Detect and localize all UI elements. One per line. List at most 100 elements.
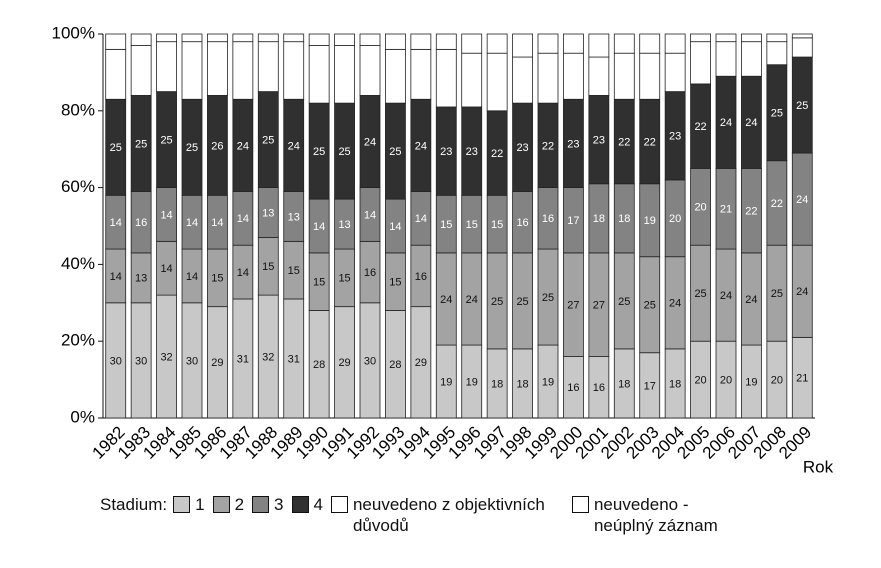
bar-segment — [207, 33, 228, 43]
bar-segment — [563, 52, 584, 100]
data-label: 30 — [364, 355, 376, 367]
data-label: 18 — [618, 378, 630, 390]
legend-item: 4 — [291, 494, 323, 515]
bar-segment — [359, 45, 381, 96]
bar-segment — [385, 33, 406, 50]
bar-segment — [181, 33, 203, 43]
data-label: 22 — [618, 136, 630, 148]
data-label: 14 — [364, 209, 376, 221]
data-label: 25 — [110, 142, 122, 154]
bar-segment — [105, 48, 127, 100]
data-label: 25 — [771, 108, 783, 120]
bar-segment — [512, 33, 533, 58]
data-label: 14 — [186, 271, 198, 283]
legend-label: 4 — [313, 495, 323, 514]
bar-segment — [512, 56, 533, 104]
data-label: 24 — [796, 194, 808, 206]
data-label: 29 — [211, 357, 223, 369]
data-label: 16 — [593, 382, 605, 394]
chart: 0%20%40%60%80%100%3014142519823013162519… — [52, 23, 834, 476]
data-label: 25 — [516, 296, 528, 308]
data-label: 14 — [110, 271, 122, 283]
bar-segment — [741, 41, 762, 77]
bar-segment — [308, 33, 330, 46]
data-label: 27 — [567, 300, 579, 312]
data-label: 32 — [262, 351, 274, 363]
bar-segment — [385, 48, 406, 104]
data-label: 21 — [796, 373, 808, 385]
data-label: 15 — [466, 219, 478, 231]
bar-segment — [639, 33, 661, 54]
data-label: 24 — [796, 286, 808, 298]
data-label: 24 — [237, 140, 249, 152]
legend-swatch — [330, 496, 348, 513]
data-label: 15 — [288, 265, 300, 277]
bar-segment — [588, 56, 610, 96]
data-label: 29 — [338, 357, 350, 369]
data-label: 21 — [720, 204, 732, 216]
bar-segment — [105, 33, 127, 50]
data-label: 13 — [262, 207, 274, 219]
data-label: 19 — [466, 376, 478, 388]
data-label: 19 — [440, 376, 452, 388]
data-label: 23 — [567, 138, 579, 150]
data-label: 31 — [288, 353, 300, 365]
bar-segment — [308, 45, 330, 104]
data-label: 13 — [338, 219, 350, 231]
data-label: 27 — [593, 300, 605, 312]
data-label: 18 — [618, 213, 630, 225]
legend-swatch — [173, 496, 191, 513]
bar-segment — [690, 41, 711, 85]
legend-swatch — [212, 496, 230, 513]
bar-segment — [156, 41, 177, 92]
y-tick-label: 80% — [61, 100, 95, 119]
data-label: 14 — [237, 267, 249, 279]
legend-label: 1 — [195, 495, 205, 514]
data-label: 14 — [160, 209, 172, 221]
y-tick-label: 0% — [70, 407, 95, 426]
data-label: 25 — [618, 296, 630, 308]
bar-segment — [715, 33, 737, 43]
y-tick-label: 20% — [61, 331, 95, 350]
bar-segment — [283, 41, 305, 100]
data-label: 31 — [237, 353, 249, 365]
y-tick-label: 40% — [61, 254, 95, 273]
data-label: 13 — [135, 273, 147, 285]
data-label: 25 — [771, 288, 783, 300]
data-label: 22 — [694, 121, 706, 133]
data-label: 29 — [415, 357, 427, 369]
data-label: 30 — [186, 355, 198, 367]
bar-segment — [410, 48, 432, 100]
data-label: 23 — [669, 131, 681, 143]
legend-item: 1 — [173, 494, 205, 515]
data-label: 18 — [593, 213, 605, 225]
bar-segment — [410, 33, 432, 50]
legend-item: neuvedeno - neúplný záznam — [571, 494, 744, 536]
bar-segment — [613, 33, 635, 54]
legend-label: neuvedeno z objektivních důvodů — [352, 495, 545, 535]
bar-segment — [207, 41, 228, 96]
bar-segment — [664, 52, 686, 93]
data-label: 24 — [720, 117, 732, 129]
data-label: 15 — [491, 219, 503, 231]
legend-item: 3 — [252, 494, 284, 515]
legend-item: 2 — [212, 494, 244, 515]
bar-segment — [130, 33, 152, 46]
y-tick-label: 60% — [61, 177, 95, 196]
data-label: 23 — [516, 142, 528, 154]
x-axis-label: Rok — [803, 457, 834, 476]
data-label: 26 — [211, 140, 223, 152]
data-label: 25 — [313, 146, 325, 158]
data-label: 20 — [771, 375, 783, 387]
data-label: 16 — [567, 382, 579, 394]
data-label: 25 — [338, 146, 350, 158]
legend: Stadium: 1 2 3 4 neuvedeno z objektivních dů… — [100, 494, 752, 536]
data-label: 13 — [288, 211, 300, 223]
data-label: 30 — [135, 355, 147, 367]
legend-swatch — [252, 496, 270, 513]
legend-title: Stadium: — [100, 495, 168, 514]
data-label: 17 — [644, 380, 656, 392]
bar-segment — [791, 37, 813, 58]
data-label: 14 — [389, 221, 401, 233]
data-label: 16 — [135, 217, 147, 229]
